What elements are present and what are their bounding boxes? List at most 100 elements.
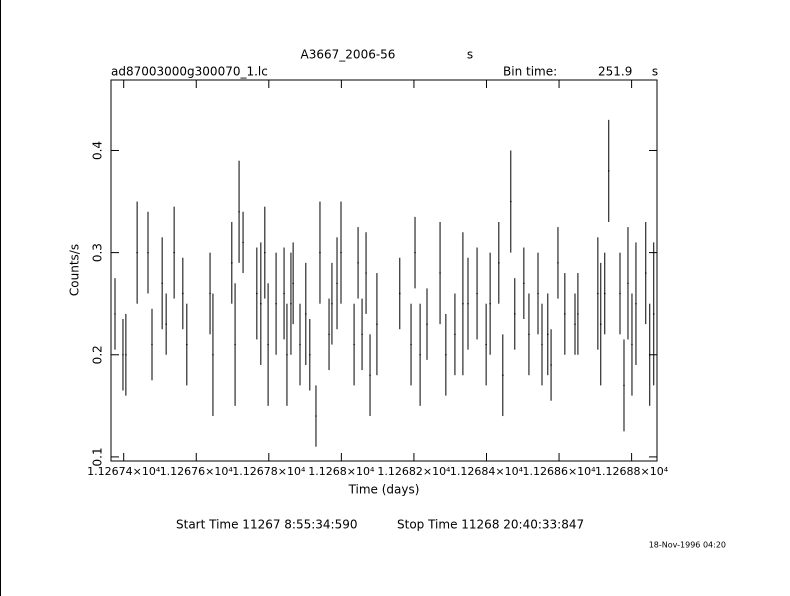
y-tick-label: 0.2 bbox=[91, 345, 105, 364]
data-point bbox=[242, 241, 244, 244]
x-tick-label: 1.12686×10⁴ bbox=[522, 465, 596, 478]
data-point bbox=[476, 292, 478, 295]
bin-time-unit: s bbox=[652, 65, 658, 79]
data-point bbox=[541, 343, 543, 346]
data-point bbox=[260, 302, 262, 305]
data-point bbox=[644, 272, 647, 274]
data-point bbox=[299, 343, 301, 346]
data-point bbox=[454, 333, 456, 336]
plot-frame bbox=[110, 79, 658, 462]
data-point bbox=[161, 282, 163, 285]
data-point bbox=[151, 343, 153, 346]
data-point bbox=[564, 313, 566, 315]
data-point bbox=[340, 251, 342, 254]
data-point bbox=[275, 302, 277, 305]
start-time: Start Time 11267 8:55:34:590 bbox=[176, 518, 358, 532]
data-point bbox=[528, 333, 530, 336]
data-point bbox=[547, 333, 549, 336]
data-point bbox=[462, 302, 464, 305]
x-tick-label: 1.12684×10⁴ bbox=[450, 465, 524, 478]
data-point bbox=[319, 251, 321, 254]
data-point bbox=[328, 333, 330, 336]
data-point bbox=[186, 343, 188, 346]
data-point bbox=[574, 323, 576, 325]
data-point bbox=[267, 343, 269, 346]
data-point bbox=[264, 251, 266, 254]
data-point bbox=[309, 353, 311, 356]
data-point bbox=[485, 343, 487, 346]
x-axis-label: Time (days) bbox=[348, 483, 420, 497]
data-point bbox=[623, 384, 625, 387]
x-tick-label: 1.12678×10⁴ bbox=[232, 465, 306, 478]
x-tick-label: 1.12676×10⁴ bbox=[160, 465, 234, 478]
data-point bbox=[648, 353, 651, 356]
data-point bbox=[315, 415, 317, 417]
data-point bbox=[292, 282, 294, 285]
data-point bbox=[353, 343, 355, 346]
data-point bbox=[467, 302, 469, 305]
data-point bbox=[502, 374, 504, 376]
data-point bbox=[336, 282, 338, 285]
data-point bbox=[445, 353, 447, 356]
data-point bbox=[557, 262, 559, 264]
data-point bbox=[125, 353, 127, 356]
data-point bbox=[635, 302, 637, 305]
data-point bbox=[331, 302, 333, 305]
x-tick-label: 1.12688×10⁴ bbox=[595, 465, 669, 478]
data-point bbox=[410, 343, 412, 346]
data-point bbox=[419, 353, 421, 356]
data-point bbox=[597, 292, 599, 295]
data-point bbox=[136, 251, 138, 254]
data-point bbox=[627, 282, 629, 285]
data-point bbox=[173, 251, 175, 254]
data-point bbox=[631, 343, 633, 346]
data-point bbox=[234, 343, 236, 346]
x-tick-label: 1.1268×10⁴ bbox=[308, 465, 375, 478]
data-point bbox=[376, 323, 378, 325]
data-point bbox=[114, 313, 116, 315]
data-point bbox=[607, 170, 610, 172]
data-point bbox=[212, 353, 214, 356]
y-tick-label: 0.4 bbox=[91, 141, 105, 160]
data-point bbox=[122, 353, 124, 356]
file-name: ad87003000g300070_1.lc bbox=[111, 65, 268, 79]
data-point bbox=[652, 313, 655, 315]
data-point bbox=[361, 333, 363, 336]
data-point bbox=[165, 323, 167, 325]
data-point bbox=[283, 292, 285, 295]
data-point bbox=[182, 292, 184, 295]
data-point bbox=[231, 262, 233, 264]
data-point bbox=[365, 272, 367, 274]
data-point bbox=[619, 292, 621, 295]
y-tick-label: 0.3 bbox=[91, 243, 105, 262]
data-point bbox=[498, 262, 500, 264]
data-point bbox=[286, 353, 288, 356]
y-axis-label: Counts/s bbox=[68, 244, 82, 296]
data-point bbox=[513, 313, 516, 315]
data-point bbox=[603, 292, 606, 295]
data-point bbox=[577, 313, 579, 315]
data-point bbox=[414, 251, 416, 254]
x-tick-label: 1.12674×10⁴ bbox=[87, 465, 161, 478]
data-point bbox=[439, 272, 441, 274]
data-point bbox=[290, 302, 292, 305]
data-point bbox=[550, 364, 552, 366]
stop-time: Stop Time 11268 20:40:33:847 bbox=[397, 518, 584, 532]
data-point bbox=[489, 302, 491, 305]
data-point bbox=[509, 200, 512, 203]
data-point bbox=[426, 323, 428, 325]
data-point bbox=[537, 292, 539, 295]
title-unit: s bbox=[467, 48, 473, 62]
x-tick-label: 1.12682×10⁴ bbox=[377, 465, 451, 478]
data-point bbox=[209, 292, 211, 295]
y-tick-label: 0.1 bbox=[91, 447, 105, 466]
data-point bbox=[238, 210, 240, 213]
data-point bbox=[147, 251, 149, 254]
chart-title: A3667_2006-56 bbox=[301, 48, 396, 62]
data-point bbox=[256, 292, 258, 295]
data-point bbox=[305, 313, 307, 315]
data-point bbox=[523, 282, 525, 285]
bin-time: 251.9 bbox=[598, 65, 632, 79]
